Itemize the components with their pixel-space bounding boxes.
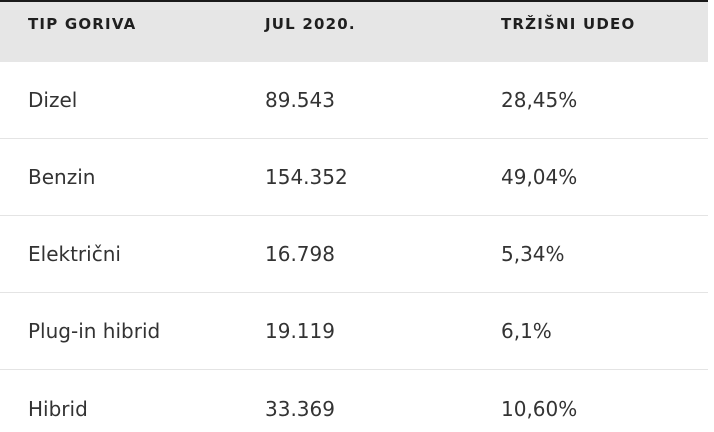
share-cell: 49,04% — [501, 165, 578, 189]
share-cell: 28,45% — [501, 88, 578, 112]
fuel-type-cell: Hibrid — [28, 396, 88, 421]
top-border — [0, 0, 708, 2]
sales-cell: 16.798 — [265, 242, 335, 266]
table-header-row: TIP GORIVA JUL 2020. TRŽIŠNI UDEO — [0, 2, 708, 62]
sales-cell: 19.119 — [265, 319, 335, 343]
header-fuel-type: TIP GORIVA — [28, 15, 137, 33]
fuel-type-cell: Dizel — [28, 88, 78, 112]
header-market-share: TRŽIŠNI UDEO — [501, 15, 636, 33]
share-cell: 6,1% — [501, 319, 552, 343]
share-cell: 5,34% — [501, 242, 565, 266]
fuel-type-cell: Benzin — [28, 165, 96, 189]
fuel-type-cell: Električni — [28, 242, 121, 266]
fuel-type-cell: Plug-in hibrid — [28, 319, 161, 343]
share-cell: 10,60% — [501, 396, 578, 421]
sales-cell: 89.543 — [265, 88, 335, 112]
sales-cell: 33.369 — [265, 396, 335, 421]
table-row: Dizel 89.543 28,45% — [0, 62, 708, 139]
table-row: Električni 16.798 5,34% — [0, 216, 708, 293]
table-row: Benzin 154.352 49,04% — [0, 139, 708, 216]
table-row: Plug-in hibrid 19.119 6,1% — [0, 293, 708, 370]
table-row: Hibrid 33.369 10,60% — [0, 370, 708, 432]
sales-cell: 154.352 — [265, 165, 348, 189]
header-july-2020: JUL 2020. — [265, 15, 356, 33]
